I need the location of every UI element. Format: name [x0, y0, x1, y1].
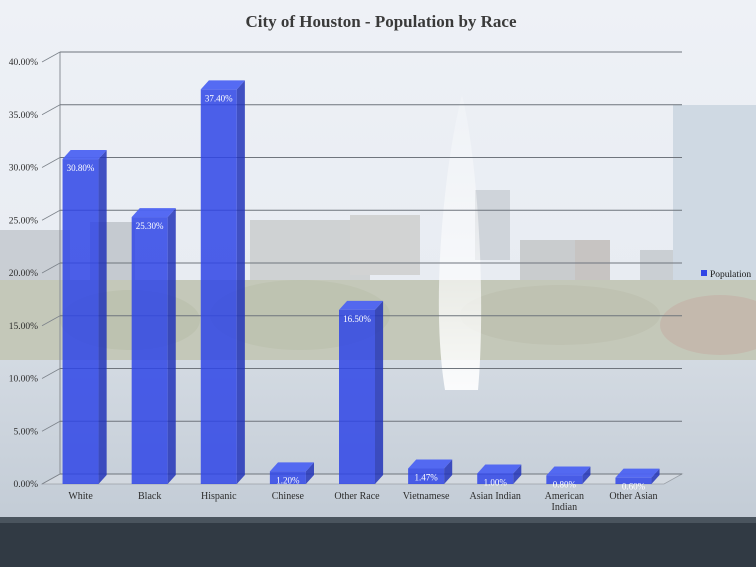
bar-side [305, 462, 314, 484]
bar-front [546, 475, 583, 484]
bar-hispanic: 37.40% [200, 80, 245, 485]
data-label: 0.80% [553, 480, 577, 490]
data-label: 25.30% [136, 221, 164, 231]
category-labels: White Black Hispanic Chinese Other Race Vietn… [68, 491, 657, 513]
bar-american-indian: 0.80% [546, 466, 591, 490]
bar-side [444, 459, 453, 484]
bar-side [582, 466, 591, 484]
category-label: Other Asian [609, 491, 657, 502]
bars: 30.80% 25.30% 37.40% 1.20% 16.50% 1.47% 1.00% 0… [62, 80, 660, 492]
gridline-diagonal [41, 420, 61, 432]
bar-top [339, 300, 384, 310]
bar-side [375, 300, 384, 484]
y-tick-label: 5.00% [13, 427, 38, 437]
data-label: 0.60% [622, 482, 646, 492]
data-label: 1.00% [484, 477, 508, 487]
bar-front [408, 468, 445, 484]
category-label: Vietnamese [403, 491, 450, 502]
category-label: Other Race [334, 491, 380, 502]
bar-top [200, 80, 245, 90]
bar-other-race: 16.50% [339, 300, 384, 484]
bar-top [131, 208, 176, 218]
y-tick-label: 30.00% [9, 164, 38, 174]
y-tick-label: 40.00% [9, 58, 38, 68]
y-tick-label: 25.00% [9, 216, 38, 226]
bar-side [167, 208, 176, 484]
bar-black: 25.30% [131, 208, 176, 484]
bar-front [477, 473, 514, 484]
bar-other-asian: 0.60% [615, 468, 660, 492]
category-label: Chinese [272, 491, 305, 502]
bar-front [131, 217, 168, 484]
data-label: 16.50% [343, 314, 371, 324]
y-tick-label: 20.00% [9, 269, 38, 279]
bar-chinese: 1.20% [269, 462, 314, 485]
legend-label: Population [710, 270, 751, 280]
bar-side [236, 80, 245, 485]
data-label: 1.20% [276, 475, 300, 485]
y-tick-label: 0.00% [13, 480, 38, 490]
category-label: White [68, 491, 93, 502]
bar-front [62, 159, 99, 484]
y-tick-label: 15.00% [9, 322, 38, 332]
data-label: 30.80% [67, 163, 95, 173]
bar-side [98, 150, 107, 484]
bar-top [615, 468, 660, 478]
y-tick-label: 10.00% [9, 375, 38, 385]
bar-white: 30.80% [62, 150, 107, 484]
y-tick-label: 35.00% [9, 111, 38, 121]
legend-swatch [701, 270, 707, 276]
data-label: 37.40% [205, 93, 233, 103]
bar-top [477, 464, 522, 474]
category-label: American Indian [545, 491, 584, 513]
chart-title: City of Houston - Population by Race [245, 12, 517, 31]
bar-vietnamese: 1.47% [408, 459, 453, 484]
gridline-diagonal [41, 368, 61, 379]
bar-top [62, 150, 107, 160]
gridline-diagonal [41, 209, 61, 221]
bar-top [546, 466, 591, 476]
bar-front [615, 477, 652, 484]
gridline-diagonal [41, 51, 61, 63]
bar-top [269, 462, 314, 472]
category-label: Hispanic [201, 491, 237, 502]
data-label: 1.47% [414, 472, 438, 482]
gridline-diagonal [41, 157, 61, 168]
bar-front [200, 89, 237, 485]
gridline-diagonal [41, 262, 61, 274]
gridline-diagonal [41, 473, 61, 485]
category-label: Black [138, 491, 161, 502]
bar-side [651, 468, 660, 484]
bar-asian-indian: 1.00% [477, 464, 522, 487]
bar-front [269, 471, 306, 484]
legend: Population [701, 270, 751, 280]
category-label: Asian Indian [470, 491, 521, 502]
bar-side [513, 464, 522, 484]
bar-top [408, 459, 453, 469]
gridline-diagonal [41, 315, 61, 327]
gridline-diagonal [41, 104, 61, 116]
bar-front [339, 309, 375, 484]
y-axis-ticks: 0.00% 5.00% 10.00% 15.00% 20.00% 25.00% 30.00%… [9, 58, 38, 490]
